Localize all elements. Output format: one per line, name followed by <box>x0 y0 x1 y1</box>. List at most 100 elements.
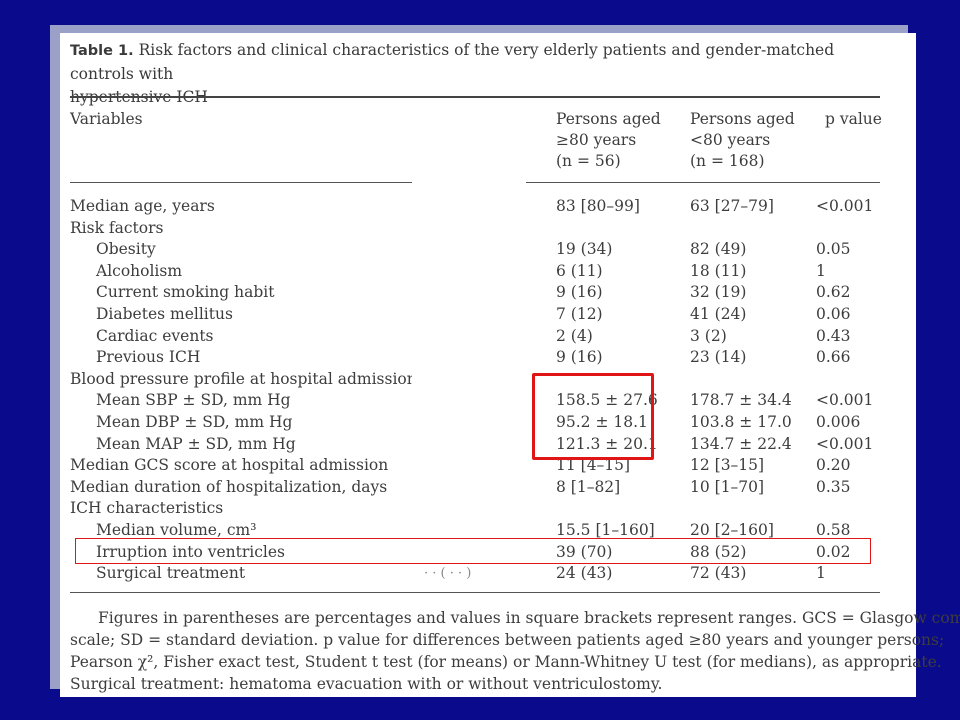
aged80-cell: 121.3 ± 20.1 <box>556 435 658 453</box>
table-row: Cardiac events 2 (4) 3 (2) 0.43 <box>60 325 916 347</box>
under80-cell: 23 (14) <box>690 348 747 366</box>
top-rule <box>70 96 880 98</box>
header-col2: Persons aged <80 years (n = 168) <box>690 109 795 172</box>
under80-cell: 72 (43) <box>690 564 747 582</box>
table-row: Previous ICH 9 (16) 23 (14) 0.66 <box>60 346 916 368</box>
header-col1-line: ≥80 years <box>556 131 637 149</box>
aged80-cell: 39 (70) <box>556 543 613 561</box>
table-row: Mean MAP ± SD, mm Hg 121.3 ± 20.1 134.7 ± … <box>60 433 916 455</box>
table-row: Median volume, cm³ 15.5 [1–160] 20 [2–160]… <box>60 519 916 541</box>
variable-cell: Current smoking habit <box>96 283 275 301</box>
under80-cell: 63 [27–79] <box>690 197 774 215</box>
table-row: ICH characteristics <box>60 497 916 519</box>
aged80-cell: 8 [1–82] <box>556 478 621 496</box>
variable-cell: Irruption into ventricles <box>96 543 285 561</box>
table-row: Mean DBP ± SD, mm Hg 95.2 ± 18.1 103.8 ± 1… <box>60 411 916 433</box>
table-row: Alcoholism 6 (11) 18 (11) 1 <box>60 260 916 282</box>
bottom-rule <box>70 592 880 593</box>
under80-cell: 20 [2–160] <box>690 521 774 539</box>
table-row: Median age, years 83 [80–99] 63 [27–79] <0.… <box>60 195 916 217</box>
pvalue-cell: 0.02 <box>816 543 851 561</box>
variable-cell: Obesity <box>96 240 156 258</box>
variable-cell: Median GCS score at hospital admission <box>70 456 389 474</box>
under80-cell: 88 (52) <box>690 543 747 561</box>
header-pvalue: p value <box>825 110 882 128</box>
pvalue-cell: 0.06 <box>816 305 851 323</box>
masked-column <box>412 103 526 583</box>
footnote-line: Surgical treatment: hematoma evacuation … <box>70 675 663 693</box>
aged80-cell: 9 (16) <box>556 283 603 301</box>
bp-highlight-box <box>532 373 654 460</box>
variable-cell: Mean DBP ± SD, mm Hg <box>96 413 293 431</box>
table-footnote: Figures in parentheses are percentages a… <box>70 607 960 695</box>
table-row: Diabetes mellitus 7 (12) 41 (24) 0.06 <box>60 303 916 325</box>
header-col2-line: <80 years <box>690 131 771 149</box>
pvalue-cell: 1 <box>816 564 826 582</box>
pvalue-cell: 0.05 <box>816 240 851 258</box>
aged80-cell: 95.2 ± 18.1 <box>556 413 648 431</box>
aged80-cell: 83 [80–99] <box>556 197 640 215</box>
footnote-line: scale; SD = standard deviation. p value … <box>70 631 945 649</box>
pvalue-cell: 0.006 <box>816 413 861 431</box>
table-row: Current smoking habit 9 (16) 32 (19) 0.62 <box>60 281 916 303</box>
variable-cell: Mean MAP ± SD, mm Hg <box>96 435 296 453</box>
under80-cell: 134.7 ± 22.4 <box>690 435 792 453</box>
table-row: Median duration of hospitalization, days… <box>60 476 916 498</box>
pvalue-cell: 0.35 <box>816 478 851 496</box>
pvalue-cell: 0.43 <box>816 327 851 345</box>
header-col2-line: Persons aged <box>690 110 795 128</box>
aged80-cell: 15.5 [1–160] <box>556 521 655 539</box>
table-row: Irruption into ventricles 39 (70) 88 (52) 0… <box>60 541 916 563</box>
variable-cell: Median duration of hospitalization, days <box>70 478 388 496</box>
under80-cell: 12 [3–15] <box>690 456 765 474</box>
header-col1-line: Persons aged <box>556 110 661 128</box>
aged80-cell: 2 (4) <box>556 327 593 345</box>
variable-cell: ICH characteristics <box>70 499 224 517</box>
pvalue-cell: <0.001 <box>816 197 874 215</box>
under80-cell: 3 (2) <box>690 327 727 345</box>
table-row: Surgical treatment 24 (43) 72 (43) 1 <box>60 562 916 584</box>
aged80-cell: 158.5 ± 27.6 <box>556 391 658 409</box>
under80-cell: 178.7 ± 34.4 <box>690 391 792 409</box>
variable-cell: Diabetes mellitus <box>96 305 233 323</box>
pvalue-cell: <0.001 <box>816 391 874 409</box>
table-label: Table 1. <box>70 43 134 59</box>
under80-cell: 10 [1–70] <box>690 478 765 496</box>
ventricles-highlight-box <box>75 538 871 564</box>
table-row: Median GCS score at hospital admission 11… <box>60 454 916 476</box>
variable-cell: Previous ICH <box>96 348 201 366</box>
under80-cell: 41 (24) <box>690 305 747 323</box>
variable-cell: Risk factors <box>70 219 164 237</box>
aged80-cell: 9 (16) <box>556 348 603 366</box>
under80-cell: 82 (49) <box>690 240 747 258</box>
variable-cell: Surgical treatment <box>96 564 246 582</box>
pvalue-cell: 0.62 <box>816 283 851 301</box>
pvalue-cell: 1 <box>816 262 826 280</box>
aged80-cell: 11 [4–15] <box>556 456 631 474</box>
variable-cell: Blood pressure profile at hospital admis… <box>70 370 417 388</box>
header-col2-line: (n = 168) <box>690 152 765 170</box>
header-variables: Variables <box>70 110 143 128</box>
pvalue-cell: 0.66 <box>816 348 851 366</box>
variable-cell: Cardiac events <box>96 327 214 345</box>
aged80-cell: 6 (11) <box>556 262 603 280</box>
variable-cell: Alcoholism <box>96 262 183 280</box>
variable-cell: Mean SBP ± SD, mm Hg <box>96 391 291 409</box>
table-card: Table 1. Risk factors and clinical chara… <box>60 33 960 697</box>
masked-column-remnant: · · ( · · ) <box>424 566 472 581</box>
aged80-cell: 24 (43) <box>556 564 613 582</box>
variable-cell: Median volume, cm³ <box>96 521 257 539</box>
header-col1: Persons aged ≥80 years (n = 56) <box>556 109 661 172</box>
table-caption: Table 1. Risk factors and clinical chara… <box>70 39 900 109</box>
under80-cell: 32 (19) <box>690 283 747 301</box>
table-row: Obesity 19 (34) 82 (49) 0.05 <box>60 238 916 260</box>
footnote-line: Figures in parentheses are percentages a… <box>98 609 960 627</box>
aged80-cell: 19 (34) <box>556 240 613 258</box>
variable-cell: Median age, years <box>70 197 215 215</box>
table-row: Mean SBP ± SD, mm Hg 158.5 ± 27.6 178.7 ± … <box>60 389 916 411</box>
table-row: Risk factors <box>60 217 916 239</box>
caption-text-1: Risk factors and clinical characteristic… <box>70 41 835 83</box>
under80-cell: 18 (11) <box>690 262 747 280</box>
header-col1-line: (n = 56) <box>556 152 621 170</box>
pvalue-cell: 0.20 <box>816 456 851 474</box>
